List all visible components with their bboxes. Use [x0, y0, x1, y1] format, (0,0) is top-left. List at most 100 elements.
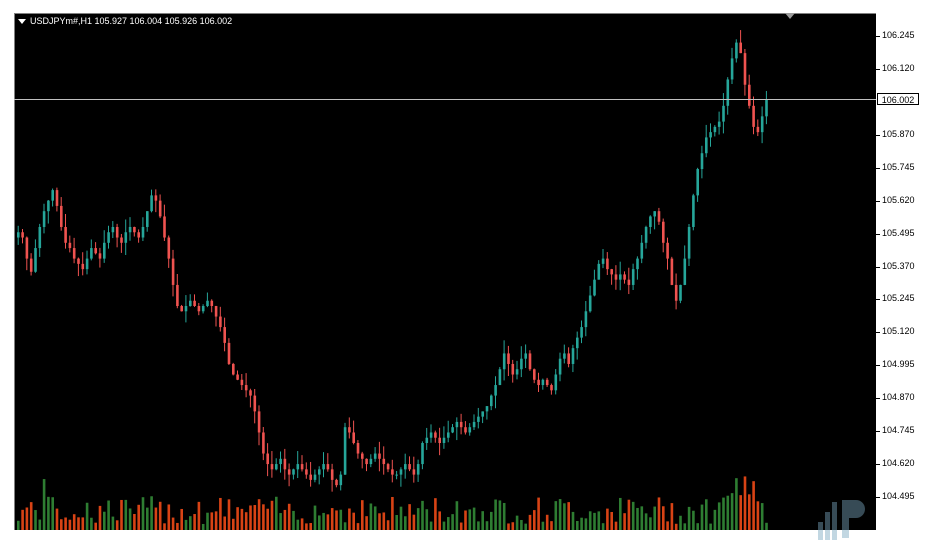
- candle-body: [408, 464, 411, 470]
- volume-bar: [421, 500, 424, 530]
- volume-bar: [739, 495, 742, 530]
- price-axis[interactable]: [876, 13, 936, 530]
- volume-bar: [335, 510, 338, 530]
- candle-body: [266, 453, 269, 465]
- candle-body: [309, 474, 312, 480]
- candle-body: [588, 295, 592, 312]
- price-tick-label: 106.120: [882, 62, 915, 73]
- watermark-logo: [818, 500, 865, 540]
- candle-body: [38, 226, 42, 249]
- volume-bar: [262, 504, 265, 530]
- volume-bar: [416, 508, 420, 530]
- candle-body: [262, 432, 265, 454]
- volume-bar: [133, 513, 136, 530]
- volume-bar: [683, 523, 687, 530]
- candle-body: [464, 427, 467, 433]
- candle-body: [644, 226, 648, 243]
- price-tick-mark: [876, 266, 880, 268]
- candle-body: [524, 353, 527, 359]
- candle-body: [537, 379, 540, 386]
- candle-body: [356, 442, 360, 454]
- candle-body: [631, 269, 635, 285]
- volume-bar: [55, 508, 59, 530]
- candle-body: [567, 353, 570, 364]
- candle-body: [318, 469, 321, 475]
- candle-body: [528, 353, 532, 370]
- volume-bar: [201, 523, 205, 530]
- volume-bar: [176, 522, 179, 530]
- candle-body: [275, 464, 278, 470]
- candle-body: [128, 226, 132, 233]
- candle-body: [429, 432, 433, 438]
- volume-bar: [227, 499, 231, 530]
- volume-bar: [537, 497, 540, 530]
- candle-body: [735, 42, 738, 59]
- volume-bar: [563, 503, 566, 530]
- volume-bar: [249, 505, 252, 530]
- candle-body: [180, 306, 183, 312]
- chart-shift-icon[interactable]: [785, 13, 795, 19]
- volume-bar: [305, 523, 308, 530]
- candle-body: [60, 205, 63, 227]
- candle-body: [313, 474, 317, 480]
- collapse-triangle-icon[interactable]: [18, 18, 26, 24]
- candle-body: [72, 248, 76, 259]
- volume-bar: [64, 517, 67, 530]
- volume-bar: [257, 499, 261, 530]
- volume-bar: [154, 507, 158, 530]
- volume-bar: [232, 518, 235, 530]
- volume-bar: [300, 518, 304, 530]
- volume-bar: [236, 507, 239, 530]
- candle-body: [640, 242, 644, 259]
- price-tick-label: 104.745: [882, 425, 915, 436]
- volume-bar: [382, 512, 386, 530]
- volume-bar: [365, 516, 368, 530]
- candle-body: [593, 279, 596, 296]
- volume-bar: [309, 523, 312, 530]
- volume-bar: [692, 510, 695, 530]
- candle-body: [490, 395, 493, 407]
- volume-bar: [649, 517, 652, 530]
- volume-bar: [352, 512, 355, 530]
- volume-bar: [666, 521, 669, 530]
- candle-body: [687, 226, 691, 259]
- candle-body: [206, 300, 209, 307]
- candle-body: [111, 226, 115, 233]
- volume-bar: [528, 514, 532, 530]
- candle-body: [115, 226, 119, 238]
- volume-bar: [318, 515, 321, 530]
- volume-bar: [343, 522, 347, 530]
- candle-body: [120, 237, 123, 243]
- candle-body: [296, 464, 300, 470]
- candle-body: [455, 421, 459, 428]
- volume-bar: [451, 514, 454, 530]
- candle-body: [365, 458, 368, 465]
- candle-body: [253, 395, 257, 412]
- volume-bar: [502, 502, 506, 530]
- candle-body: [739, 42, 742, 54]
- candle-body: [64, 226, 67, 243]
- candle-body: [103, 242, 106, 259]
- candle-body: [369, 458, 373, 465]
- volume-bar: [752, 481, 755, 530]
- volume-bar: [189, 516, 192, 530]
- volume-bar: [184, 519, 188, 530]
- volume-bar: [743, 476, 747, 530]
- volume-bar: [468, 509, 472, 530]
- candle-body: [322, 464, 325, 470]
- volume-bar: [128, 508, 132, 530]
- volume-bar: [287, 503, 291, 530]
- price-tick-mark: [876, 497, 880, 498]
- candle-body: [167, 237, 171, 259]
- candle-body: [472, 421, 476, 428]
- volume-bar: [760, 503, 764, 530]
- volume-bar: [434, 498, 437, 530]
- candle-body: [438, 437, 441, 443]
- volume-bar: [94, 522, 97, 530]
- candle-body: [219, 316, 222, 328]
- volume-bar: [68, 519, 72, 530]
- volume-bar: [584, 518, 588, 530]
- volume-bar: [550, 521, 553, 530]
- candle-body: [623, 274, 626, 280]
- candle-body: [580, 327, 583, 338]
